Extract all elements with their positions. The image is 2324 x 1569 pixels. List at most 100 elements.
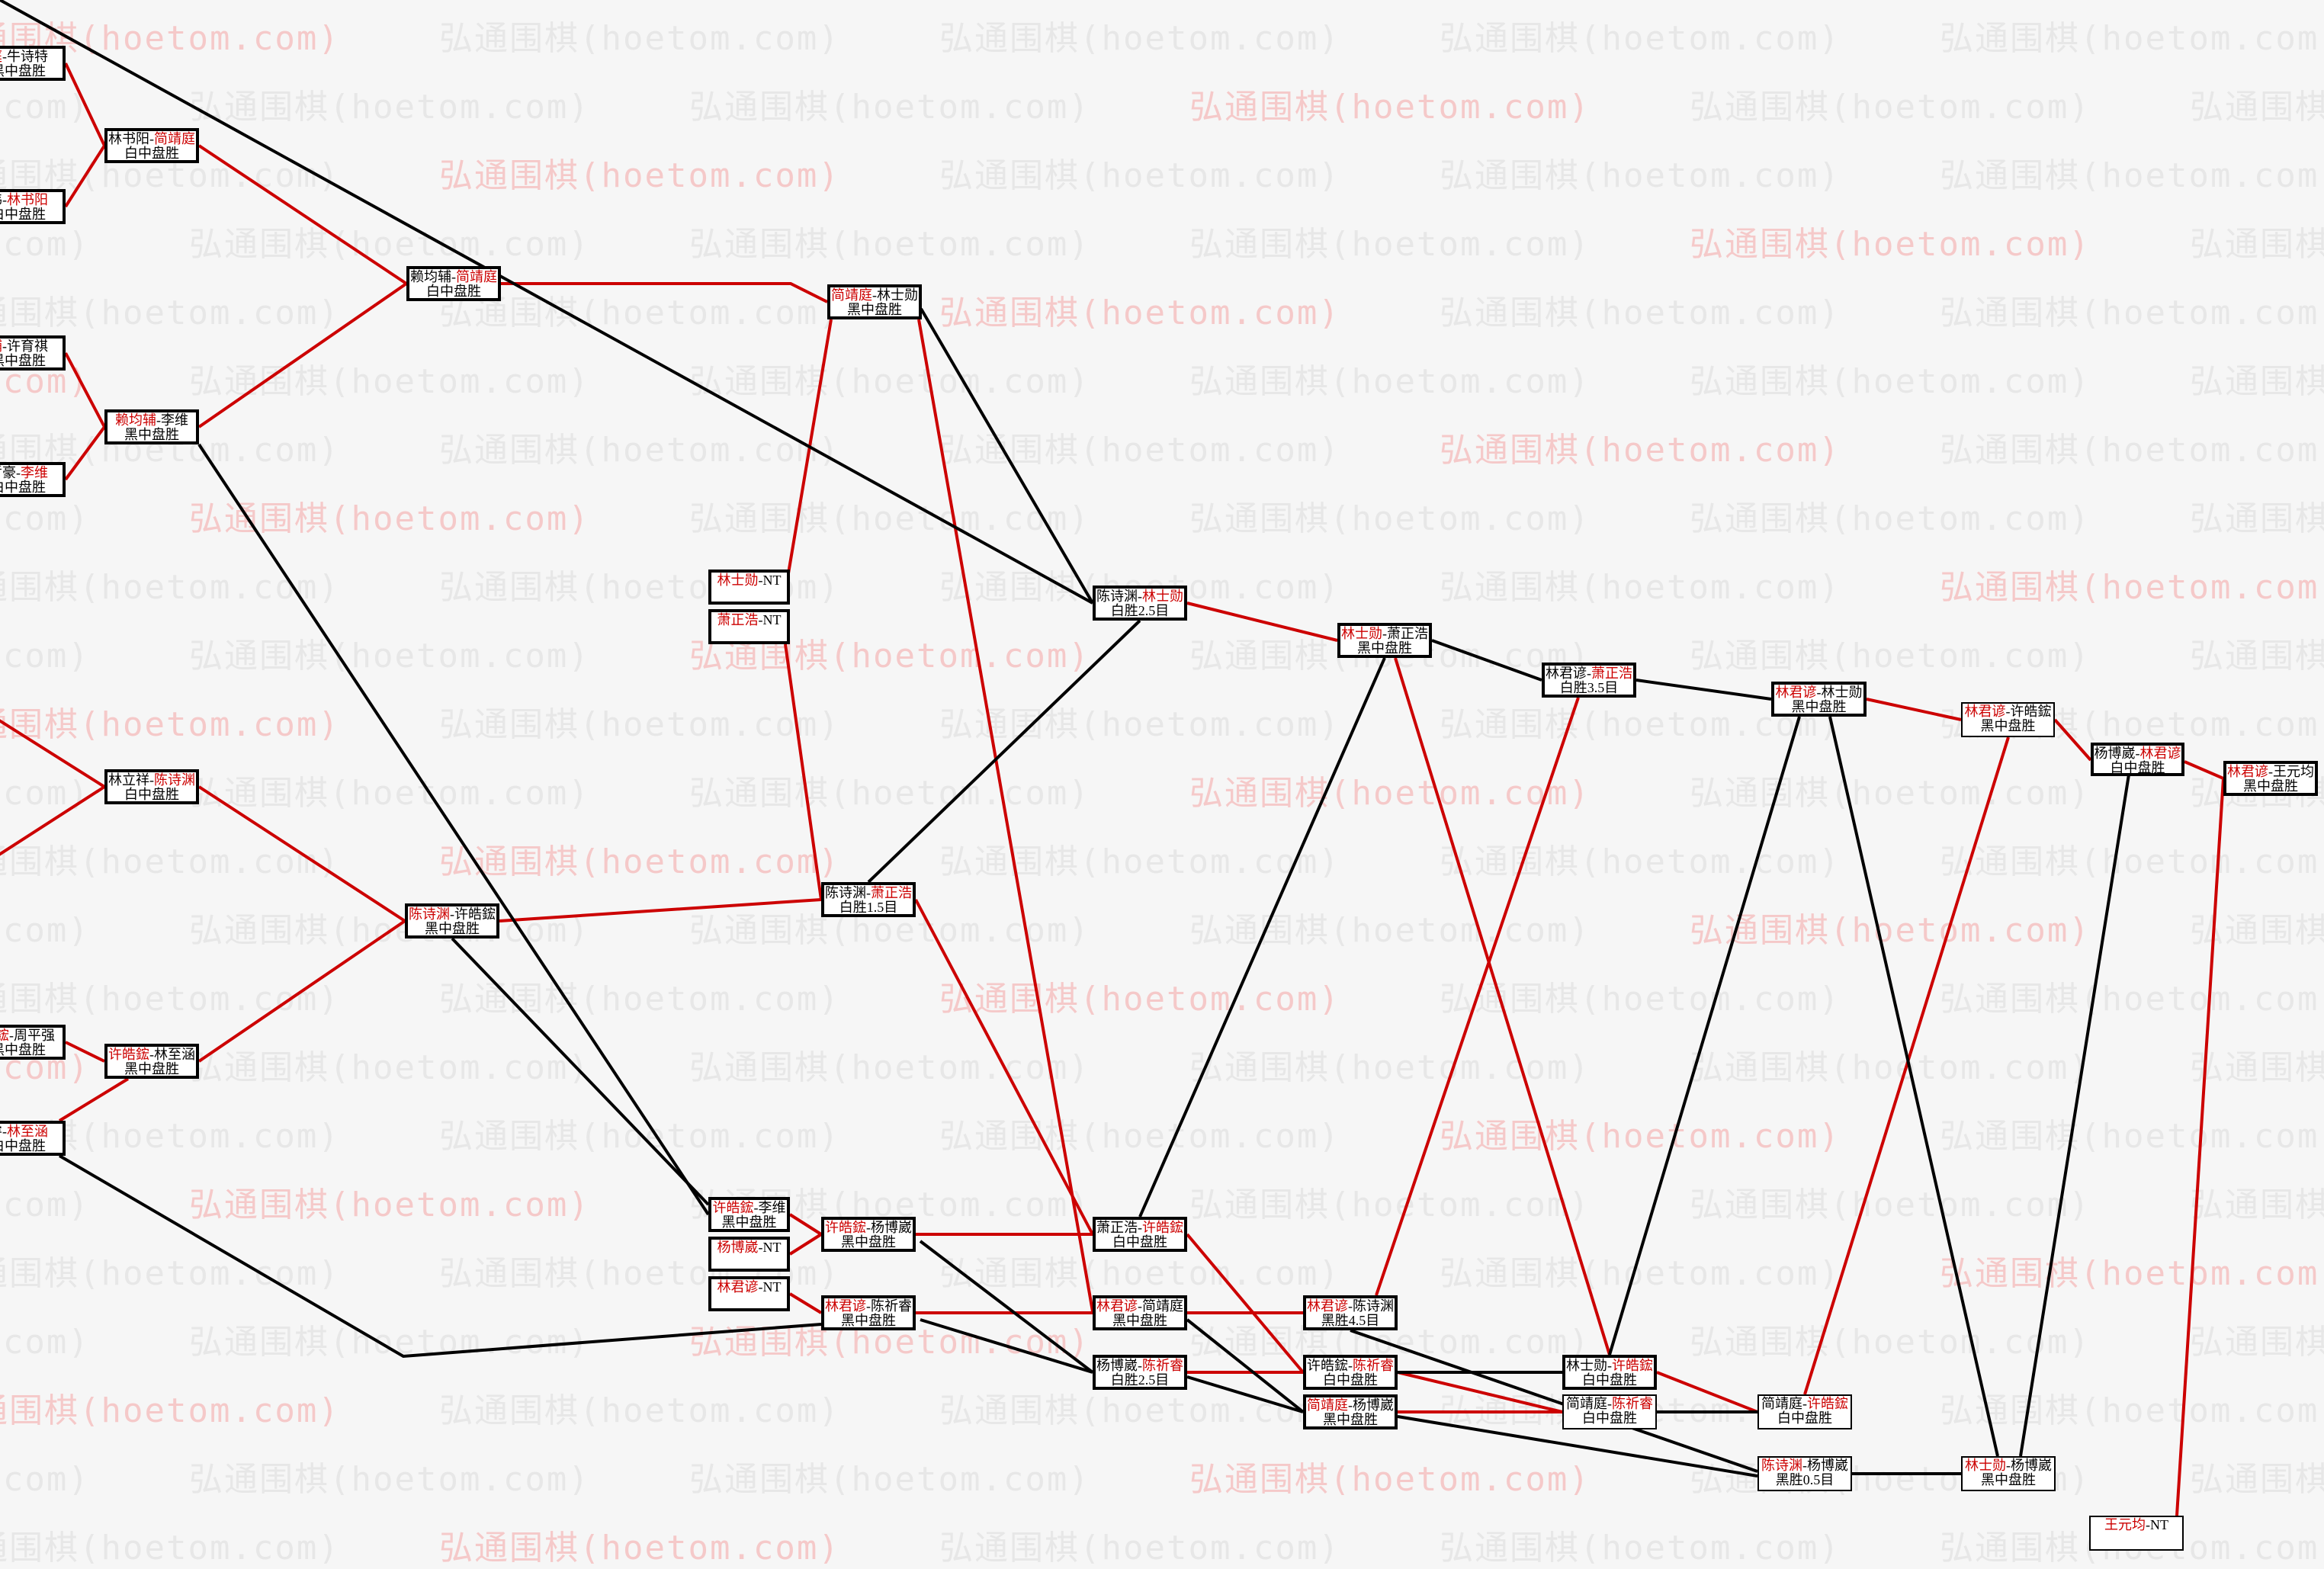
match-result: 白胜2.5目 bbox=[1110, 603, 1170, 618]
match-box-L: 睿-林至涵白中盘胜 bbox=[0, 1121, 66, 1156]
result-line-red bbox=[64, 63, 106, 146]
result-line-black bbox=[58, 1154, 822, 1359]
player-name: 杨博崴 bbox=[2094, 746, 2136, 761]
player-name: 睿 bbox=[0, 1124, 2, 1139]
player-name: 许皓鋐 bbox=[454, 906, 496, 922]
watermark-text: 弘通围棋(hoetom.com) bbox=[2190, 88, 2324, 127]
vs-dash: - bbox=[2, 49, 7, 64]
vs-dash: - bbox=[1607, 1358, 1612, 1373]
watermark-text: 弘通围棋(hoetom.com) bbox=[439, 19, 840, 58]
watermark-text: 弘通围棋(hoetom.com) bbox=[0, 568, 340, 607]
result-line-red bbox=[1186, 602, 1338, 642]
player-name: 萧正浩 bbox=[871, 885, 912, 900]
watermark-text: 弘通围棋(hoetom.com) bbox=[2190, 1048, 2324, 1087]
vs-dash: - bbox=[758, 1240, 763, 1255]
match-box-AG: 许皓鋐-陈祈睿 白中盘胜 bbox=[1303, 1355, 1398, 1390]
result-line-red bbox=[197, 919, 406, 1063]
result-line-black bbox=[451, 937, 710, 1206]
match-result: 白中盘胜 bbox=[124, 787, 179, 802]
vs-dash: - bbox=[1138, 1220, 1142, 1235]
match-players: 皓鋐-周平强 bbox=[0, 1028, 63, 1043]
player-name: 杨博崴 bbox=[2011, 1458, 2052, 1473]
watermark-text: 弘通围棋(hoetom.com) bbox=[189, 637, 590, 675]
match-players: 伟-林书阳 bbox=[0, 193, 63, 207]
watermark-text: 弘通围棋(hoetom.com) bbox=[1189, 88, 1591, 127]
player-name: 萧正浩 bbox=[1387, 626, 1428, 641]
watermark-text: 弘通围棋(hoetom.com) bbox=[189, 362, 590, 401]
result-line-red bbox=[1397, 1371, 1563, 1413]
player-name: 林士勋 bbox=[1821, 685, 1863, 700]
vs-dash: - bbox=[156, 412, 161, 428]
match-box-T: 林君谚-林士勋 黑中盘胜 bbox=[1771, 682, 1867, 717]
result-line-red bbox=[2175, 778, 2225, 1516]
vs-dash: - bbox=[1348, 1397, 1353, 1413]
player-name: 陈祈睿 bbox=[871, 1298, 912, 1314]
result-line-red bbox=[197, 282, 408, 428]
watermark-text: 弘通围棋(hoetom.com) bbox=[689, 1460, 1090, 1499]
watermark-text: 弘通围棋(hoetom.com) bbox=[1189, 362, 1591, 401]
player-name: 林士勋 bbox=[1566, 1358, 1607, 1373]
player-name: 林至涵 bbox=[7, 1124, 48, 1139]
watermark-text: 弘通围棋(hoetom.com) bbox=[1940, 568, 2324, 607]
watermark-text: 弘通围棋(hoetom.com) bbox=[1690, 1186, 2091, 1224]
match-result: 黑中盘胜 bbox=[0, 1042, 46, 1057]
match-box-AL: 陈诗渊-杨博崴 黑胜0.5目 bbox=[1757, 1456, 1852, 1491]
match-result: 黑中盘胜 bbox=[847, 302, 902, 317]
player-name: NT bbox=[2150, 1517, 2168, 1532]
watermark-text: 弘通围棋(hoetom.com) bbox=[0, 1323, 90, 1362]
vs-dash: - bbox=[758, 612, 763, 627]
result-line-red bbox=[788, 1292, 823, 1314]
watermark-text: 弘通围棋(hoetom.com) bbox=[1440, 842, 1841, 881]
watermark-text: 弘通围棋(hoetom.com) bbox=[939, 156, 1340, 195]
match-box-J: 皓鋐-周平强黑中盘胜 bbox=[0, 1025, 66, 1060]
match-box-AH: 简靖庭-杨博崴 黑中盘胜 bbox=[1303, 1394, 1398, 1429]
player-name: 王元均 bbox=[2104, 1517, 2146, 1532]
match-result: 黑中盘胜 bbox=[1981, 1472, 2036, 1487]
watermark-text: 弘通围棋(hoetom.com) bbox=[0, 1186, 90, 1224]
match-result: 白胜3.5目 bbox=[1559, 680, 1619, 695]
vs-dash: - bbox=[2268, 764, 2273, 779]
match-box-AE: 杨博崴-陈祈睿 白胜2.5目 bbox=[1093, 1355, 1187, 1390]
player-name: 萧正浩 bbox=[1096, 1220, 1138, 1235]
match-players: 陈诗渊-萧正浩 bbox=[824, 886, 913, 900]
watermark-text: 弘通围棋(hoetom.com) bbox=[1940, 19, 2324, 58]
watermark-text: 弘通围棋(hoetom.com) bbox=[1940, 156, 2324, 195]
watermark-text: 弘通围棋(hoetom.com) bbox=[1189, 911, 1591, 950]
match-players: 简靖庭-陈祈睿 bbox=[1564, 1397, 1655, 1411]
watermark-text: 弘通围棋(hoetom.com) bbox=[0, 911, 90, 950]
match-box-C: 伟-林书阳白中盘胜 bbox=[0, 189, 66, 224]
player-name: 陈诗渊 bbox=[1096, 589, 1138, 604]
watermark-text: 弘通围棋(hoetom.com) bbox=[1189, 1460, 1591, 1499]
match-result: 黑中盘胜 bbox=[124, 1061, 179, 1076]
result-line-black bbox=[1635, 679, 1772, 701]
match-players: 萧正浩-NT bbox=[711, 613, 787, 627]
vs-dash: - bbox=[866, 885, 871, 900]
player-name: 赖均辅 bbox=[410, 269, 451, 284]
match-players: 林君谚-许皓鋐 bbox=[1963, 704, 2053, 719]
player-name: 周平强 bbox=[14, 1028, 55, 1043]
match-players: 许皓鋐-陈祈睿 bbox=[1306, 1359, 1395, 1373]
player-name: 许皓鋐 bbox=[1807, 1396, 1848, 1411]
match-players: 林士勋-NT bbox=[711, 573, 787, 588]
watermark-text: 弘通围棋(hoetom.com) bbox=[1189, 774, 1591, 813]
watermark-text: 弘通围棋(hoetom.com) bbox=[2190, 1186, 2324, 1224]
match-box-AC: 萧正浩-许皓鋐 白中盘胜 bbox=[1093, 1217, 1187, 1252]
vs-dash: - bbox=[1382, 626, 1387, 641]
match-box-S: 林君谚-萧正浩 白胜3.5目 bbox=[1542, 663, 1636, 698]
result-line-red bbox=[917, 319, 1094, 1312]
player-name: 林立祥 bbox=[108, 772, 149, 788]
match-result: 黑中盘胜 bbox=[124, 427, 179, 442]
vs-dash: - bbox=[1607, 1396, 1612, 1411]
result-line-black bbox=[0, 0, 1093, 605]
result-line-black bbox=[1186, 1375, 1304, 1413]
watermark-text: 弘通围棋(hoetom.com) bbox=[1440, 19, 1841, 58]
match-box-K: 许皓鋐-林至涵 黑中盘胜 bbox=[104, 1044, 199, 1079]
match-result: 黑中盘胜 bbox=[1791, 699, 1847, 714]
watermark-text: 弘通围棋(hoetom.com) bbox=[1690, 88, 2091, 127]
watermark-text: 弘通围棋(hoetom.com) bbox=[0, 1391, 340, 1430]
watermark-text: 弘通围棋(hoetom.com) bbox=[2190, 362, 2324, 401]
match-result: 黑胜4.5目 bbox=[1321, 1313, 1380, 1328]
player-name: 牛诗特 bbox=[7, 49, 48, 64]
